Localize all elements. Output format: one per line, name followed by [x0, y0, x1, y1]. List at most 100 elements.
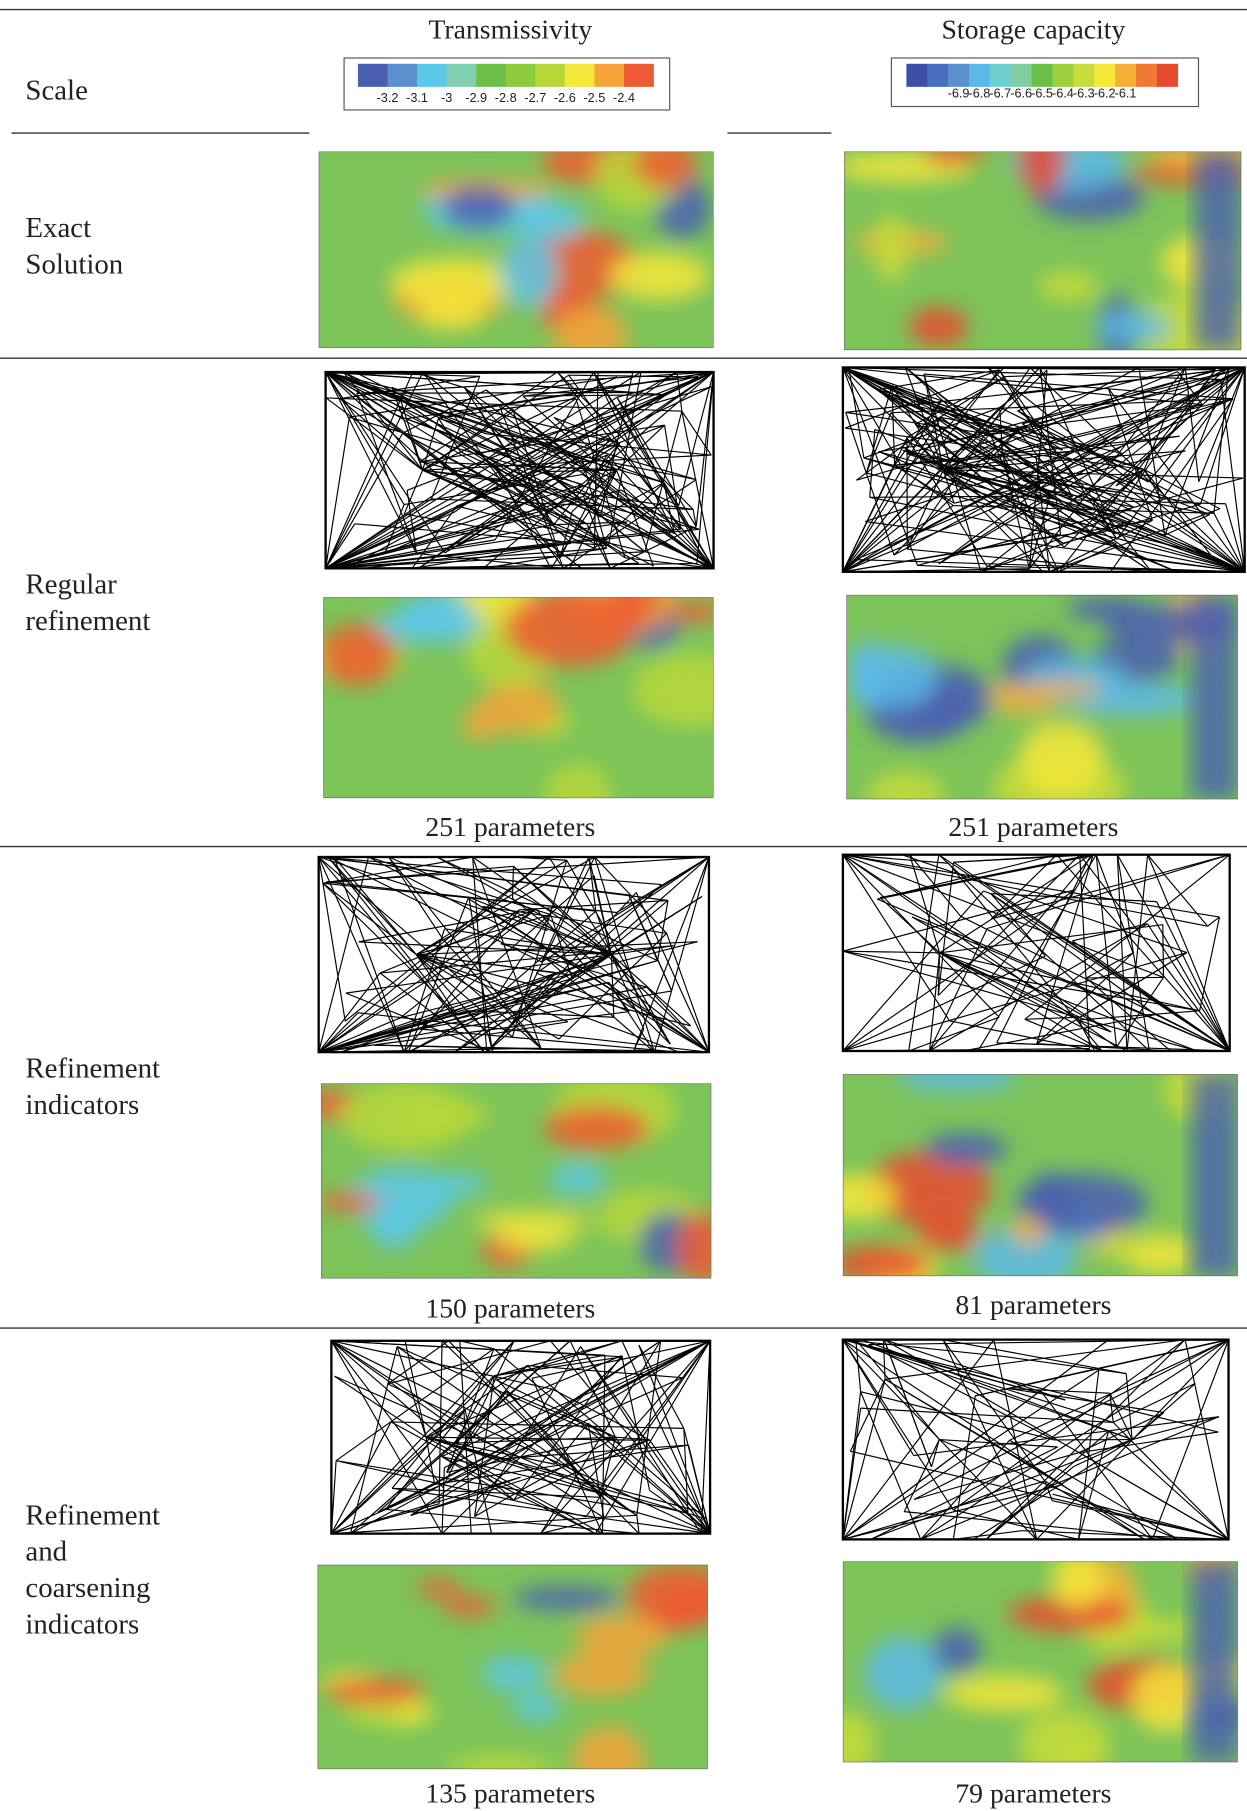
- mesh-edge: [345, 954, 612, 994]
- mesh-edge: [325, 397, 423, 471]
- mesh-edge: [855, 559, 1245, 573]
- mesh-edge: [1078, 1412, 1165, 1454]
- mesh-edge: [1052, 1493, 1229, 1540]
- colorbar-label: -2.6: [554, 91, 576, 105]
- mesh-edge: [1156, 901, 1231, 1052]
- mesh-edge: [441, 1455, 689, 1514]
- heatmap-edge: [1195, 151, 1242, 351]
- colorbar-label: -2.9: [465, 91, 487, 105]
- mesh-edge: [393, 394, 617, 471]
- mesh-edge: [379, 945, 674, 974]
- mesh-edge: [842, 854, 950, 1022]
- mesh-edge: [1049, 519, 1153, 573]
- mesh-edge: [387, 1340, 551, 1385]
- mesh-edge: [601, 1355, 606, 1534]
- color-cell: [989, 63, 1012, 87]
- mesh-edge: [890, 412, 944, 471]
- mesh-edge: [1021, 423, 1063, 451]
- mesh-edge: [1116, 854, 1151, 1052]
- color-cell: [948, 63, 970, 87]
- mesh-edge: [653, 856, 710, 1053]
- mesh-edge: [842, 889, 1076, 1052]
- mesh-edge: [1085, 952, 1134, 979]
- heatmap: [320, 1083, 712, 1279]
- mesh-edge: [599, 371, 634, 518]
- mesh-edge: [326, 397, 682, 412]
- mesh-edge: [391, 1421, 684, 1429]
- mesh-edge: [923, 373, 1234, 400]
- mesh-edge: [568, 374, 698, 378]
- mesh-edge: [1028, 367, 1186, 570]
- mesh-edge: [364, 542, 572, 569]
- mesh-edge: [1112, 1421, 1229, 1540]
- mesh-edge: [349, 1346, 398, 1534]
- mesh-edge: [869, 495, 1051, 498]
- mesh-edge: [415, 856, 596, 956]
- mesh-edge: [403, 469, 424, 515]
- mesh-edge: [883, 1339, 933, 1468]
- mesh-edge: [415, 954, 458, 1016]
- mesh-edge: [1079, 854, 1231, 1052]
- column-header: Transmissivity: [428, 13, 592, 44]
- mesh-edge: [340, 1028, 420, 1053]
- mesh-edge: [438, 398, 577, 419]
- mesh-edge: [456, 424, 665, 507]
- mesh-edge: [496, 1340, 623, 1381]
- mesh-edge: [356, 393, 418, 554]
- mesh-edge: [505, 1390, 616, 1438]
- mesh-edge: [454, 954, 612, 1053]
- mesh-edge: [1115, 469, 1145, 487]
- mesh-edge: [909, 854, 962, 917]
- mesh-edge: [327, 856, 542, 963]
- heatmap-blob: [442, 185, 516, 229]
- mesh-edge: [884, 1378, 1153, 1540]
- mesh-edge: [894, 435, 1180, 466]
- mesh-edge: [494, 1354, 605, 1377]
- mesh-edge: [459, 1340, 494, 1350]
- mesh-edge: [628, 894, 659, 961]
- mesh-edge: [845, 412, 895, 556]
- mesh-edge: [390, 1421, 596, 1535]
- heatmap-blob: [481, 1655, 548, 1691]
- mesh-edge: [422, 371, 646, 553]
- mesh-edge: [325, 524, 554, 569]
- heatmap-blob: [1122, 1234, 1199, 1275]
- mesh-edge: [463, 387, 555, 525]
- mesh-edge: [425, 1365, 528, 1438]
- mesh-edge: [663, 482, 675, 534]
- mesh-edge: [1199, 916, 1221, 1011]
- mesh-edge: [666, 933, 710, 1053]
- mesh-edge: [388, 856, 612, 956]
- colorbar: -6.9-6.8-6.7-6.6-6.5-6.4-6.3-6.2-6.1: [890, 57, 1200, 108]
- mesh-edge: [512, 897, 710, 1053]
- mesh-edge: [330, 1340, 444, 1488]
- mesh-edge: [325, 371, 642, 569]
- heatmap: [318, 151, 714, 348]
- heatmap-blob: [548, 1162, 606, 1196]
- mesh-edge: [842, 367, 1041, 573]
- parameter-caption: 150 parameters: [425, 1293, 595, 1324]
- mesh-edge: [494, 371, 595, 541]
- mesh-edge: [1213, 367, 1230, 514]
- mesh-edge: [1049, 508, 1221, 573]
- mesh-edge: [842, 950, 1200, 1012]
- mesh-edge: [877, 854, 1097, 900]
- heatmap-blob: [1037, 270, 1100, 303]
- mesh-edge: [1044, 1480, 1145, 1540]
- mesh-edge: [1207, 916, 1220, 927]
- mesh-edge: [531, 1377, 603, 1534]
- mesh-edge: [943, 469, 1244, 479]
- heatmap: [844, 151, 1242, 351]
- mesh-edge: [999, 407, 1003, 453]
- mesh-edge: [696, 372, 715, 564]
- heatmap-blob: [676, 1211, 712, 1279]
- row-label: coarsening: [25, 1572, 150, 1604]
- mesh-edge: [894, 400, 942, 466]
- mesh-edge: [318, 1010, 630, 1053]
- color-cell: [446, 63, 477, 87]
- mesh-edge: [952, 1339, 1186, 1511]
- mesh-edge: [379, 908, 537, 974]
- mesh-edge: [842, 889, 1076, 952]
- mesh-edge: [943, 366, 1140, 471]
- heatmap-blob: [441, 1595, 496, 1617]
